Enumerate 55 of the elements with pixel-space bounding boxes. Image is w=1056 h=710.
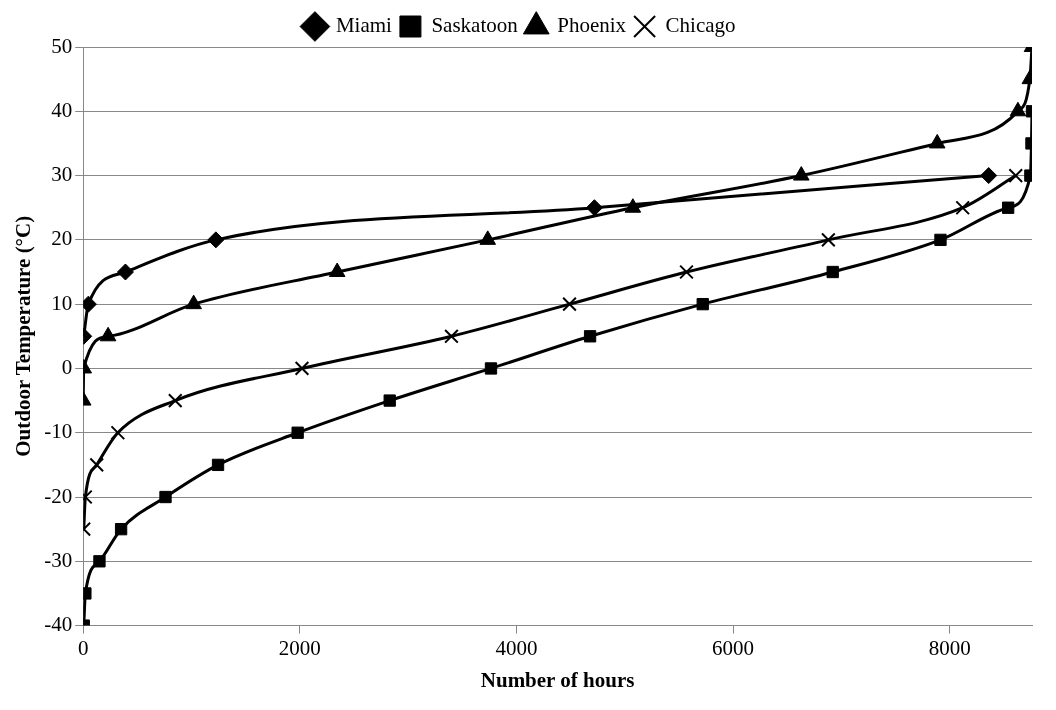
point — [99, 326, 117, 342]
point — [89, 457, 105, 473]
point — [1002, 201, 1015, 214]
legend-label: Phoenix — [557, 13, 627, 38]
y-tick-label: 50 — [51, 33, 73, 58]
point — [1008, 168, 1024, 183]
x-tick-label: 2000 — [278, 635, 321, 660]
x-tick-label: 6000 — [712, 635, 755, 660]
x-axis-title: Number of hours — [480, 667, 635, 692]
legend-label: Miami — [335, 13, 393, 38]
point — [114, 523, 128, 536]
x-tick-label: 8000 — [928, 635, 971, 660]
point — [821, 232, 836, 248]
point — [484, 362, 498, 375]
point — [294, 361, 310, 376]
point — [624, 198, 642, 213]
y-tick-label: 10 — [51, 290, 73, 315]
point — [1009, 101, 1027, 117]
point — [980, 167, 998, 185]
point — [679, 264, 694, 280]
point — [562, 296, 577, 312]
point — [110, 425, 126, 441]
point — [211, 458, 225, 472]
point — [444, 328, 459, 344]
point — [934, 233, 947, 247]
y-tick-label: -30 — [44, 547, 73, 572]
point — [585, 199, 603, 217]
legend-label: Chicago — [665, 13, 736, 38]
point — [826, 265, 839, 279]
point — [328, 262, 346, 278]
point — [793, 166, 810, 181]
y-tick-label: -40 — [44, 612, 73, 637]
point — [167, 393, 183, 408]
point — [583, 330, 597, 343]
y-tick-label: 30 — [51, 162, 73, 187]
y-axis-title: Outdoor Temperature (°C) — [11, 215, 36, 457]
x-tick-label: 4000 — [495, 635, 538, 660]
point — [159, 490, 172, 504]
point — [93, 555, 106, 568]
x-tick-label: 0 — [77, 635, 89, 660]
point — [955, 200, 971, 216]
point — [207, 231, 225, 249]
point — [185, 294, 202, 310]
legend-label: Saskatoon — [431, 13, 519, 38]
point — [291, 426, 304, 439]
y-tick-label: -20 — [44, 483, 73, 508]
point — [116, 263, 134, 281]
y-tick-label: 40 — [51, 97, 73, 122]
y-tick-label: 0 — [61, 354, 73, 379]
point — [928, 133, 946, 149]
y-tick-label: -10 — [44, 419, 73, 444]
y-tick-label: 20 — [51, 226, 73, 251]
point — [479, 230, 497, 245]
point — [383, 394, 396, 407]
point — [696, 298, 709, 311]
